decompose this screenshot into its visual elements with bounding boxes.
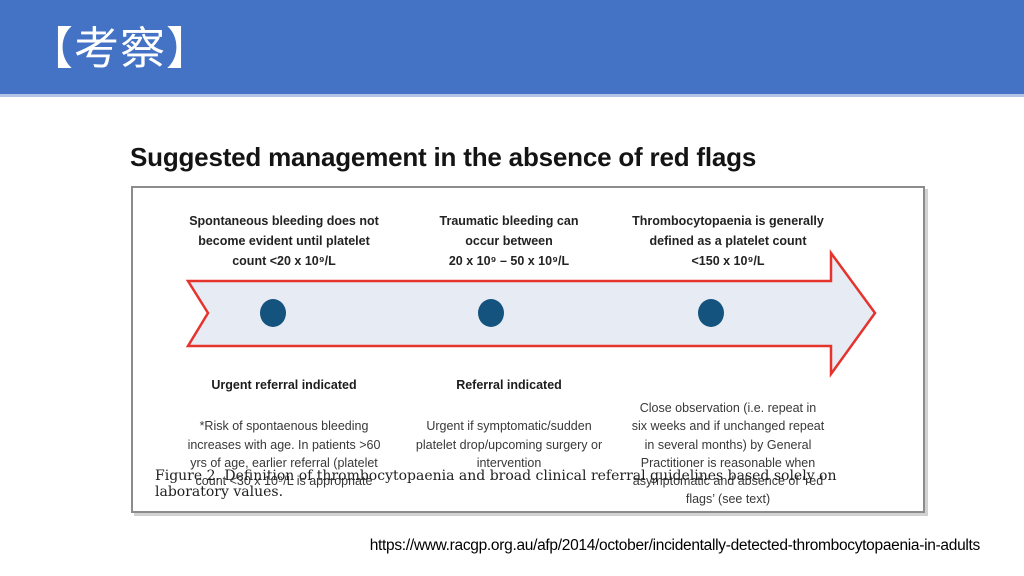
milestone-dot-3 [698,299,724,327]
platelet-range-text-2: Traumatic bleeding can occur between 20 … [439,214,579,268]
recommendation-2-heading: Referral indicated [456,378,562,393]
recommendation-1: Urgent referral indicated *Risk of spont… [159,358,409,508]
slide-title: 【考察】 [28,23,213,74]
timeline-arrow [185,249,877,378]
recommendation-1-heading: Urgent referral indicated [211,378,357,393]
recommendation-3-body: Close observation (i.e. repeat in six we… [631,401,825,506]
source-url: https://www.racgp.org.au/afp/2014/octobe… [369,537,981,554]
platelet-range-text-1: Spontaneous bleeding does not become evi… [189,214,379,268]
milestone-dot-1 [260,299,286,327]
figure-panel: Spontaneous bleeding does not become evi… [131,186,925,513]
right-arrow-shape [185,249,877,378]
recommendation-2: Referral indicated Urgent if symptomatic… [399,358,619,490]
milestone-dot-2 [478,299,504,327]
recommendation-1-body: *Risk of spontaenous bleeding increases … [187,419,381,488]
figure-title: Suggested management in the absence of r… [130,142,757,172]
header-bar: 【考察】 [0,0,1024,97]
recommendation-3: Close observation (i.e. repeat in six we… [603,358,853,526]
platelet-range-text-3: Thrombocytopaenia is generally defined a… [632,214,824,268]
figure-caption: Figure 2. Definition of thrombocytopaeni… [155,468,837,500]
recommendation-2-body: Urgent if symptomatic/sudden platelet dr… [415,419,603,470]
